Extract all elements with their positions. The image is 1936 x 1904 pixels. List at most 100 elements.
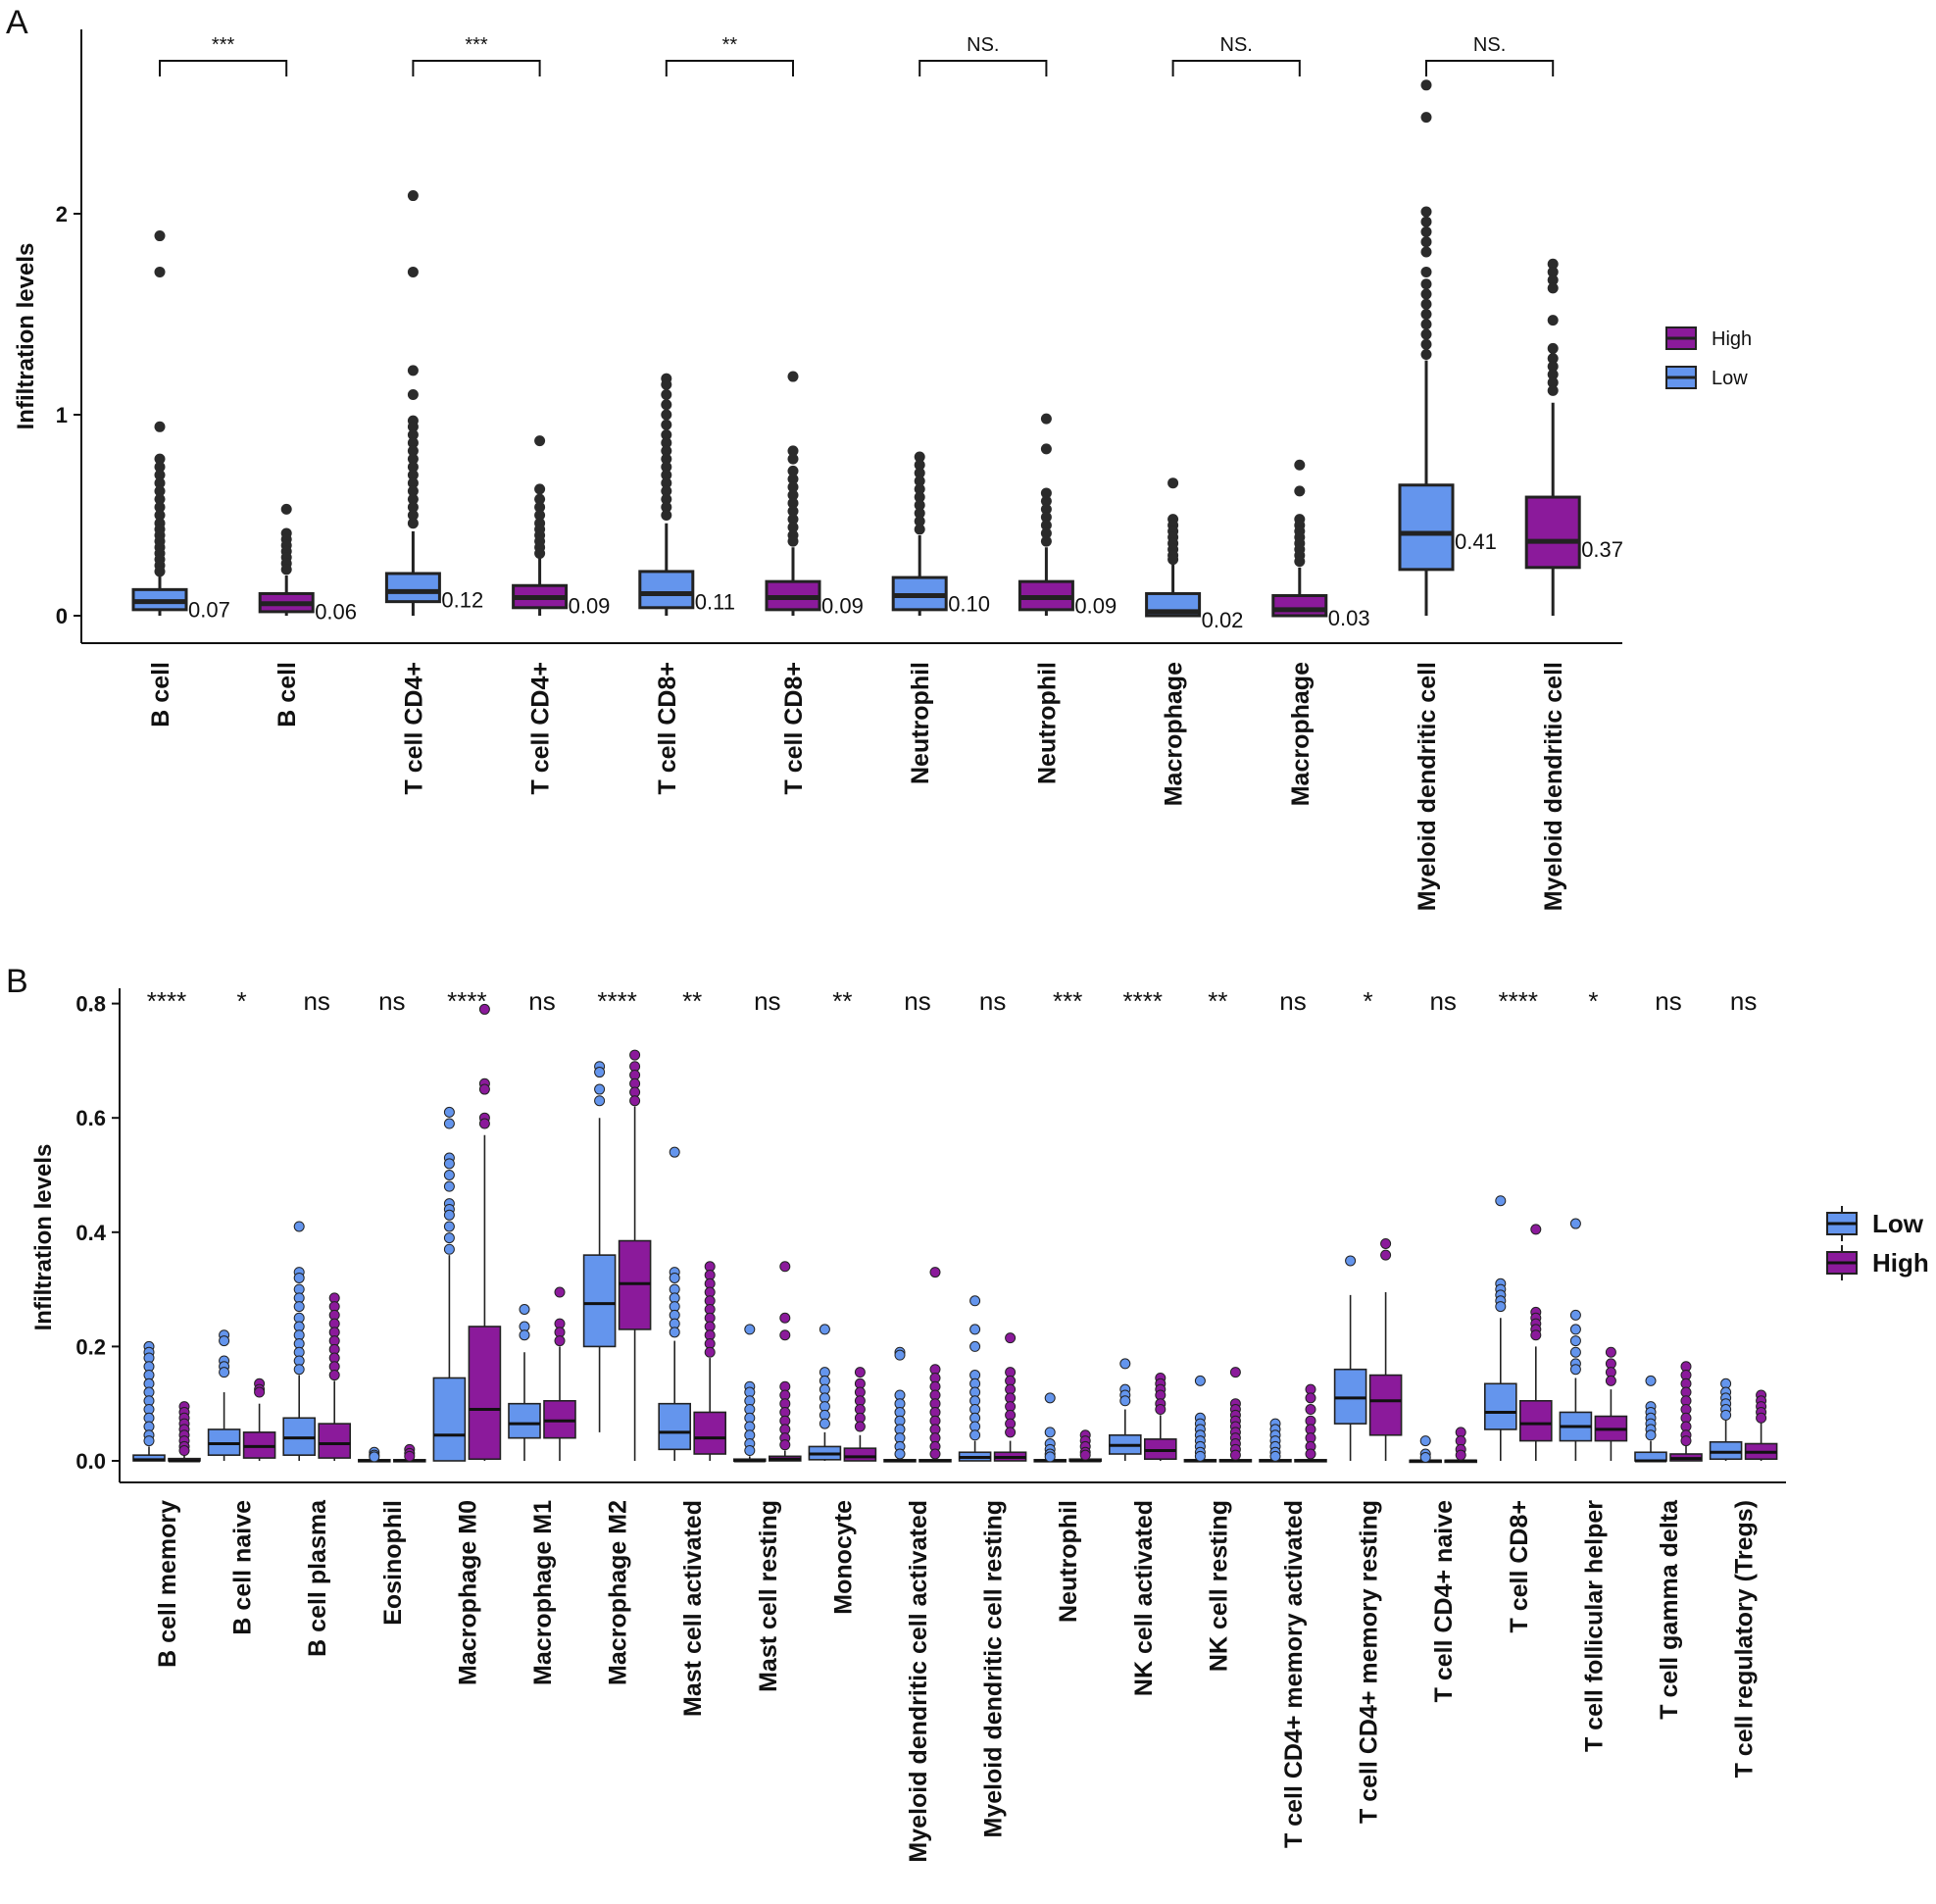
legend-item-high: High [1826, 1245, 1929, 1280]
outlier-point [1547, 369, 1559, 380]
box-low [732, 1324, 767, 1463]
outlier-point [661, 477, 672, 489]
category-myeloid-dendritic-cell-resting: ns [958, 986, 1027, 1462]
outlier-point [1547, 376, 1559, 388]
outlier-point [1040, 520, 1052, 531]
outlier-point [443, 1180, 455, 1192]
outlier-point [293, 1221, 305, 1232]
significance-label: ** [722, 34, 738, 56]
outlier-point [443, 1221, 455, 1232]
x-category-label: Myeloid dendritic cell [1540, 662, 1567, 911]
outlier-point [779, 1312, 791, 1324]
outlier-point [1420, 216, 1432, 227]
outlier-point [407, 485, 419, 497]
outlier-point [154, 266, 166, 277]
outlier-point [1194, 1450, 1206, 1462]
box-low [1109, 1358, 1142, 1461]
outlier-point [914, 491, 925, 503]
outlier-point [1305, 1448, 1316, 1460]
box-low [808, 1324, 842, 1461]
bracket-line [159, 60, 288, 76]
outlier-point [1079, 1449, 1091, 1461]
outlier-point [1645, 1375, 1657, 1386]
box-body [1519, 1399, 1553, 1442]
x-category-label: B cell [273, 662, 301, 727]
outlier-point [669, 1327, 680, 1338]
outlier-point [1420, 349, 1432, 360]
box-high [318, 1292, 352, 1461]
significance-bracket: NS. [1171, 34, 1301, 76]
box-low [1559, 1218, 1593, 1461]
x-category-label: T cell gamma delta [1656, 1499, 1683, 1720]
outlier-point [407, 266, 419, 277]
outlier-point [154, 421, 166, 432]
box-body [1524, 495, 1581, 570]
outlier-point [1305, 1392, 1316, 1404]
outlier-point [443, 1243, 455, 1255]
outlier-point [404, 1450, 416, 1462]
significance-label: *** [465, 34, 488, 56]
outlier-point [534, 435, 546, 447]
significance-label: ns [1429, 986, 1456, 1016]
x-category-label: Macrophage [1161, 662, 1188, 806]
outlier-point [407, 429, 419, 440]
outlier-point [669, 1272, 680, 1283]
legend-item-low: Low [1665, 366, 1748, 389]
significance-label: ns [979, 986, 1006, 1016]
outlier-point [1547, 275, 1559, 286]
outlier-point [1040, 503, 1052, 515]
category-nk-cell-resting: ** [1183, 986, 1253, 1463]
outlier-point [854, 1367, 866, 1378]
outlier-point [1040, 443, 1052, 455]
box-low [1259, 1418, 1292, 1463]
outlier-point [443, 1232, 455, 1244]
outlier-point [1005, 1332, 1017, 1344]
category-nk-cell-activated: **** [1109, 986, 1177, 1461]
box-high [1368, 1237, 1403, 1461]
outlier-point [1530, 1224, 1542, 1235]
outlier-point [154, 453, 166, 465]
outlier-point [534, 547, 546, 559]
outlier-point [1380, 1237, 1392, 1249]
outlier-point [1345, 1255, 1357, 1267]
outlier-point [787, 474, 799, 485]
x-category-label: Neutrophil [1033, 662, 1061, 784]
outlier-point [1547, 258, 1559, 270]
box-low [1333, 1255, 1367, 1461]
outlier-point [1194, 1375, 1206, 1386]
outlier-point [154, 470, 166, 480]
y-tick-label: 2 [56, 202, 68, 226]
outlier-point [1530, 1329, 1542, 1341]
outlier-point [554, 1335, 566, 1347]
box-low [1033, 1392, 1067, 1463]
outlier-point [1294, 556, 1306, 568]
box-myeloid-dendritic-cell-high: 0.37 [1524, 258, 1623, 616]
outlier-point [154, 477, 166, 489]
outlier-point [1119, 1358, 1131, 1370]
outlier-point [1420, 328, 1432, 340]
outlier-point [914, 507, 925, 519]
outlier-point [661, 419, 672, 430]
x-category-label: Myeloid dendritic cell [1414, 662, 1441, 911]
median-label: 0.12 [441, 587, 483, 612]
box-t-cell-cd8-high: 0.09 [765, 371, 864, 619]
outlier-point [1044, 1392, 1056, 1404]
x-category-label: Macrophage M2 [605, 1500, 632, 1685]
category-b-cell-naive: * [207, 986, 276, 1461]
box-high [168, 1401, 201, 1463]
outlier-point [669, 1146, 680, 1158]
outlier-point [914, 483, 925, 495]
box-high [618, 1049, 652, 1461]
outlier-point [1420, 338, 1432, 350]
category-myeloid-dendritic-cell-activated: ns [883, 986, 952, 1463]
outlier-point [1419, 1452, 1431, 1464]
x-category-label: Mast cell resting [755, 1500, 782, 1692]
box-b-cell-low: 0.07 [131, 230, 230, 623]
outlier-point [1547, 353, 1559, 365]
x-category-label: T cell regulatory (Tregs) [1731, 1500, 1759, 1778]
outlier-point [1044, 1451, 1056, 1463]
significance-label: ** [832, 986, 852, 1016]
category-t-cell-cd4-naive: ns [1409, 986, 1477, 1464]
box-high [1294, 1383, 1327, 1463]
